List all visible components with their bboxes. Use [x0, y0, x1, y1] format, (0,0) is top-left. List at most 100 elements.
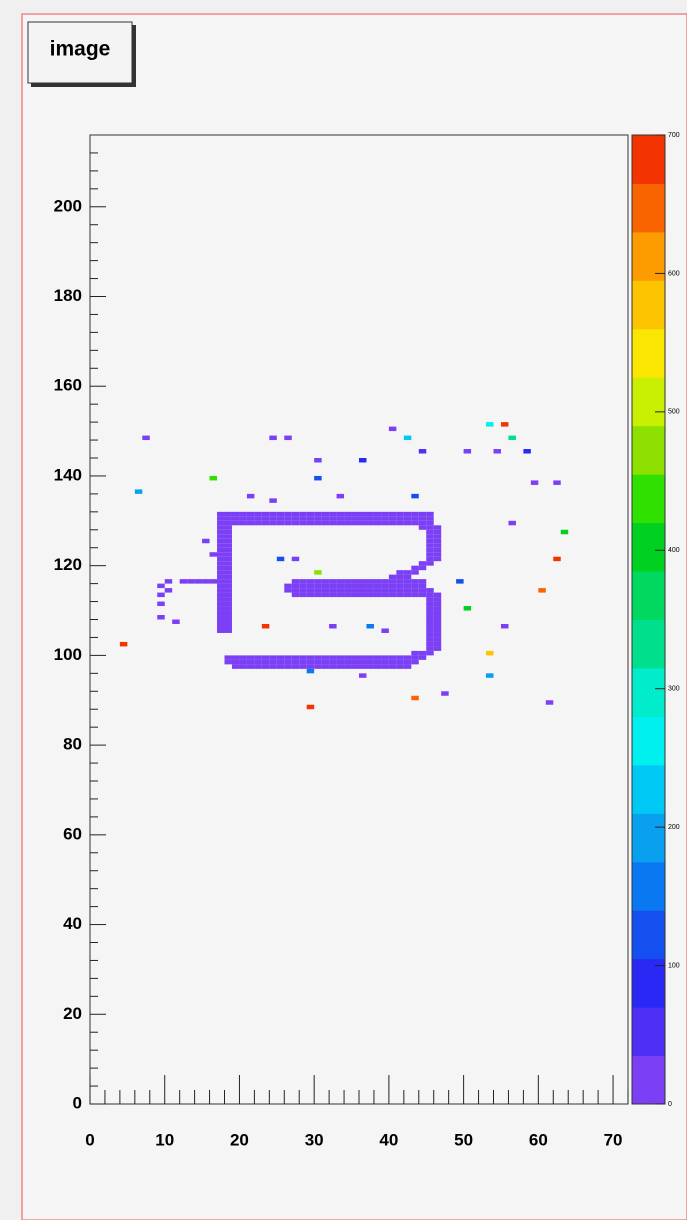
heat-cell	[225, 525, 232, 529]
heat-cell	[284, 588, 291, 592]
heat-cell	[396, 512, 403, 516]
heat-cell	[269, 521, 276, 525]
heat-cell	[329, 588, 336, 592]
heat-cell	[277, 660, 284, 664]
heat-cell	[374, 521, 381, 525]
heat-cell	[232, 655, 239, 659]
heat-cell	[352, 521, 359, 525]
heat-cell	[426, 606, 433, 610]
heat-cell	[352, 588, 359, 592]
heat-cell	[210, 552, 217, 556]
heat-cell	[180, 579, 187, 583]
heat-cell	[344, 516, 351, 520]
heat-cell	[329, 584, 336, 588]
palette-segment	[632, 377, 665, 426]
heat-cell	[426, 557, 433, 561]
heat-cell	[344, 655, 351, 659]
heat-cell	[225, 552, 232, 556]
heat-cell	[232, 521, 239, 525]
heat-cell	[307, 521, 314, 525]
palette-segment	[632, 474, 665, 523]
heat-cell	[299, 512, 306, 516]
heat-cell	[225, 584, 232, 588]
heat-cell	[389, 579, 396, 583]
heat-cell	[292, 579, 299, 583]
heat-cell	[269, 498, 276, 502]
heat-cell	[411, 579, 418, 583]
heat-cell	[225, 593, 232, 597]
heat-cell	[381, 588, 388, 592]
heat-cell	[411, 512, 418, 516]
heat-cell	[299, 521, 306, 525]
heat-cell	[284, 660, 291, 664]
heat-cell	[262, 512, 269, 516]
heat-cell	[411, 696, 418, 700]
heat-cell	[225, 602, 232, 606]
heat-cell	[284, 512, 291, 516]
heat-cell	[396, 570, 403, 574]
heat-cell	[254, 660, 261, 664]
heat-cell	[314, 516, 321, 520]
heat-cell	[225, 557, 232, 561]
heat-cell	[225, 534, 232, 538]
heat-cell	[419, 655, 426, 659]
heat-cell	[561, 530, 568, 534]
heat-cell	[337, 579, 344, 583]
heat-cell	[322, 660, 329, 664]
heat-cell	[411, 494, 418, 498]
heat-cell	[225, 606, 232, 610]
heat-cell	[344, 521, 351, 525]
heat-cell	[165, 588, 172, 592]
heat-cell	[262, 624, 269, 628]
palette-segment	[632, 668, 665, 717]
palette-segment	[632, 183, 665, 232]
heat-cell	[366, 593, 373, 597]
heat-cell	[307, 660, 314, 664]
heat-cell	[426, 525, 433, 529]
heat-cell	[322, 655, 329, 659]
heat-cell	[486, 422, 493, 426]
heat-cell	[292, 660, 299, 664]
heat-cell	[434, 602, 441, 606]
plot-frame	[90, 135, 628, 1104]
heat-cell	[225, 615, 232, 619]
heat-cell	[396, 588, 403, 592]
heat-cell	[389, 521, 396, 525]
y-tick-label: 80	[63, 735, 82, 754]
heat-cell	[381, 512, 388, 516]
heat-cell	[404, 521, 411, 525]
heat-cell	[508, 436, 515, 440]
heat-cell	[322, 521, 329, 525]
heat-cell	[389, 516, 396, 520]
heat-cell	[389, 664, 396, 668]
heat-cell	[434, 525, 441, 529]
z-tick-label: 0	[668, 1101, 672, 1108]
heat-cell	[210, 579, 217, 583]
heat-cell	[352, 516, 359, 520]
heat-cell	[322, 664, 329, 668]
heat-cell	[210, 476, 217, 480]
heat-cell	[419, 516, 426, 520]
heat-cell	[217, 611, 224, 615]
palette-segment	[632, 765, 665, 814]
heat-cell	[546, 700, 553, 704]
heat-cell	[374, 664, 381, 668]
heat-cell	[217, 543, 224, 547]
heat-cell	[434, 539, 441, 543]
heat-cell	[344, 593, 351, 597]
heat-cell	[434, 611, 441, 615]
heat-cell	[426, 561, 433, 565]
heat-cell	[299, 579, 306, 583]
heat-cell	[426, 539, 433, 543]
heat-cell	[411, 593, 418, 597]
heat-cell	[329, 660, 336, 664]
heat-cell	[239, 660, 246, 664]
heat-cell	[314, 655, 321, 659]
heat-cell	[434, 552, 441, 556]
heat-cell	[419, 579, 426, 583]
heat-cell	[329, 655, 336, 659]
heat-cell	[299, 593, 306, 597]
heat-cell	[322, 516, 329, 520]
heat-cell	[396, 575, 403, 579]
heat-cell	[419, 584, 426, 588]
